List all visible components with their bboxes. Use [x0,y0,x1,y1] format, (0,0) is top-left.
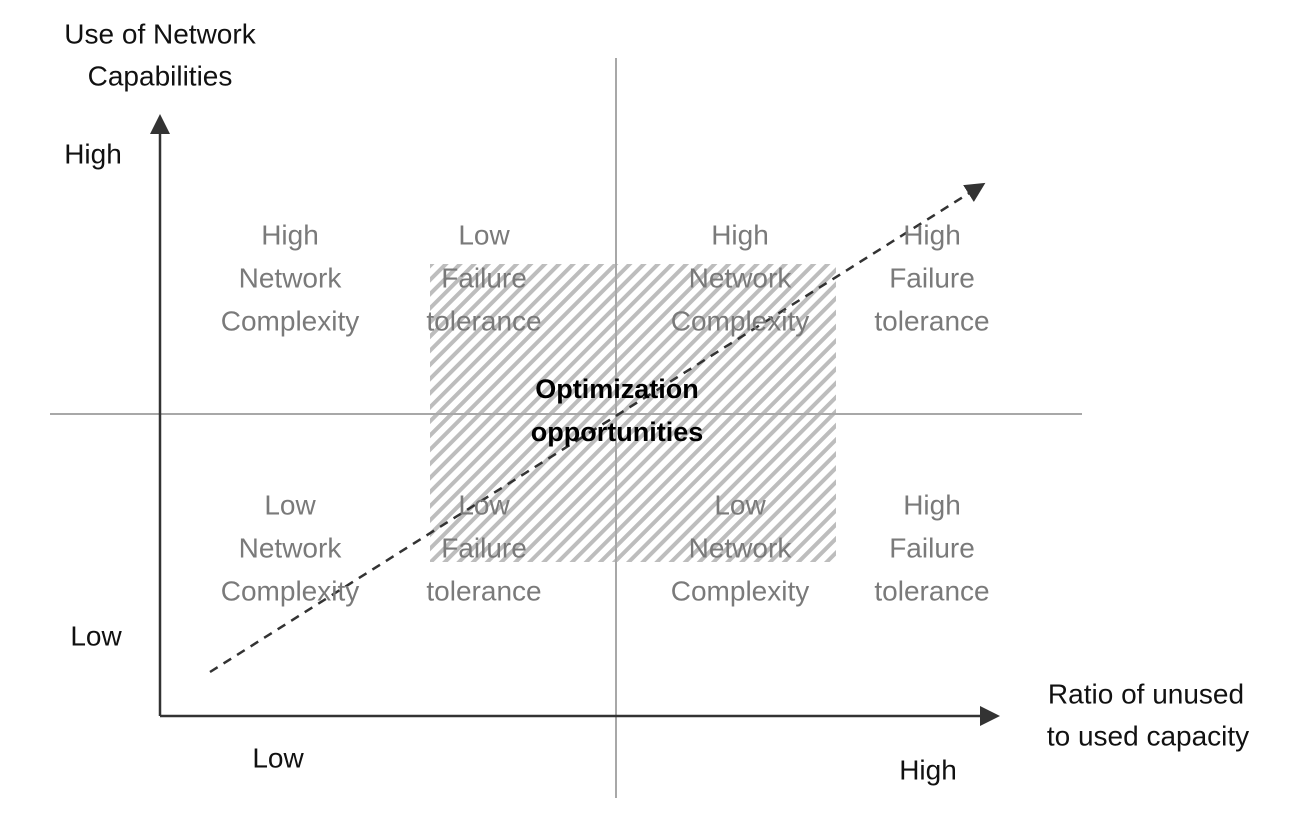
quadrant-label: tolerance [426,575,541,606]
quadrant-label: Low [714,489,766,520]
x-low-label: Low [252,742,304,773]
quadrant-label: Complexity [221,575,359,606]
center-label: Optimization [535,374,699,404]
quadrant-label: Network [689,532,793,563]
quadrant-label: Complexity [221,305,359,336]
trend-arrow [209,182,986,674]
quadrant-label: Complexity [671,575,809,606]
center-label: opportunities [531,417,703,447]
quadrant-label: Low [458,489,510,520]
quadrant-label: High [903,489,961,520]
x-high-label: High [899,754,957,785]
y-low-label: Low [70,620,122,651]
quadrant-label: tolerance [874,305,989,336]
quadrant-label: tolerance [426,305,541,336]
x-axis-title: to used capacity [1047,720,1249,751]
quadrant-label: Complexity [671,305,809,336]
quadrant-label: Failure [441,262,527,293]
quadrant-label: tolerance [874,575,989,606]
quadrant-label: Low [458,219,510,250]
quadrant-label: Network [239,262,343,293]
y-axis-title: Use of Network [64,18,256,49]
y-high-label: High [64,138,122,169]
quadrant-label: High [261,219,319,250]
quadrant-label: Failure [889,262,975,293]
x-axis-title: Ratio of unused [1048,678,1244,709]
quadrant-label: Failure [889,532,975,563]
quadrant-label: Failure [441,532,527,563]
quadrant-label: High [903,219,961,250]
quadrant-label: Low [264,489,316,520]
quadrant-label: High [711,219,769,250]
quadrant-label: Network [239,532,343,563]
quadrant-label: Network [689,262,793,293]
y-axis-title: Capabilities [88,60,233,91]
